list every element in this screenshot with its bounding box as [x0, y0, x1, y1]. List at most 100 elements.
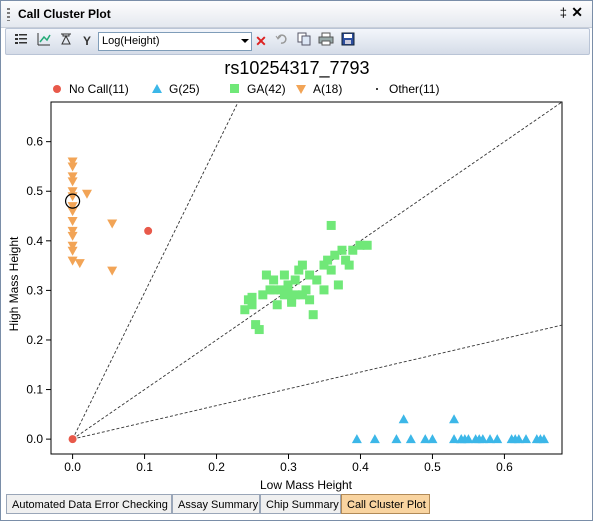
legend-item: No Call(11): [53, 82, 129, 96]
data-point: [326, 265, 336, 275]
data-point: [74, 259, 85, 269]
data-point: [301, 285, 311, 295]
y-axis-icon[interactable]: Y: [82, 34, 91, 48]
legend-label: G(25): [169, 82, 200, 96]
data-point: [247, 292, 257, 302]
legend-label: GA(42): [247, 82, 286, 96]
undo-icon[interactable]: [273, 32, 291, 50]
axis-ticks: 0.0 0.1 0.2 0.3 0.4 0.5 0.6 0.0 0.1 0.2 0.3 0.4 0.5 0…: [26, 135, 513, 474]
data-point: [323, 255, 333, 265]
data-point: [344, 260, 354, 270]
print-icon[interactable]: [317, 32, 335, 50]
x-tick-label: 0.6: [496, 460, 513, 474]
data-point: [297, 260, 307, 270]
chevron-down-icon[interactable]: [241, 39, 249, 43]
data-point: [67, 162, 78, 172]
drag-grip-icon[interactable]: [7, 8, 10, 21]
data-point: [279, 270, 289, 280]
data-point: [67, 241, 78, 251]
window-title: Call Cluster Plot: [18, 7, 111, 21]
data-point: [398, 414, 409, 424]
chart-edit-icon[interactable]: [35, 32, 53, 50]
data-point: [276, 285, 286, 295]
data-point: [348, 245, 358, 255]
data-point: [107, 266, 118, 276]
data-point: [290, 290, 300, 300]
data-point: [420, 434, 431, 444]
data-point: [297, 290, 307, 300]
data-point: [144, 226, 153, 235]
legend: No Call(11) G(25) GA(42) A(18) Other(11): [53, 82, 439, 96]
legend-item: A(18): [296, 82, 342, 96]
data-point: [535, 434, 546, 444]
tab-assay-summary[interactable]: Assay Summary: [172, 494, 260, 514]
data-point: [258, 290, 268, 300]
data-point: [269, 275, 279, 285]
data-point: [474, 434, 485, 444]
x-axis-label: Low Mass Height: [260, 478, 353, 492]
data-point: [287, 295, 297, 305]
data-point: [269, 285, 279, 295]
series-circle: [68, 226, 153, 444]
data-point: [240, 305, 250, 315]
y-tick-label: 0.4: [26, 234, 43, 248]
data-point: [341, 255, 351, 265]
data-point: [67, 226, 78, 236]
reference-line: [72, 102, 239, 440]
data-point: [391, 434, 402, 444]
scale-select[interactable]: Log(Height): [98, 32, 252, 51]
scale-select-value: Log(Height): [102, 35, 160, 47]
save-icon[interactable]: [339, 32, 357, 50]
data-point: [312, 275, 322, 285]
close-icon[interactable]: ✕: [571, 4, 583, 20]
series-square: [240, 220, 372, 335]
data-point: [67, 177, 78, 187]
data-point: [485, 434, 496, 444]
legend-marker: [53, 85, 61, 93]
x-tick-label: 0.2: [208, 460, 225, 474]
data-point: [67, 157, 78, 167]
x-tick-label: 0.5: [424, 460, 441, 474]
tab-automated-data-error-checking[interactable]: Automated Data Error Checking: [6, 494, 172, 514]
y-axis-label: High Mass Height: [7, 236, 21, 331]
pin-icon[interactable]: ‡: [559, 5, 567, 20]
y-tick-label: 0.6: [26, 135, 43, 149]
data-point: [251, 320, 261, 330]
y-tick-label: 0.5: [26, 184, 43, 198]
y-tick-label: 0.3: [26, 283, 43, 297]
data-point: [492, 434, 503, 444]
data-point: [81, 189, 92, 199]
data-point: [290, 275, 300, 285]
list-icon[interactable]: [12, 32, 30, 50]
data-point: [261, 270, 271, 280]
data-point: [247, 300, 257, 310]
copy-icon[interactable]: [295, 32, 313, 50]
data-point: [67, 246, 78, 256]
data-point: [67, 187, 78, 197]
y-tick-label: 0.2: [26, 333, 43, 347]
legend-label: Other(11): [389, 82, 439, 96]
tab-call-cluster-plot[interactable]: Call Cluster Plot: [341, 494, 430, 514]
plot-area[interactable]: 0.0 0.1 0.2 0.3 0.4 0.5 0.6 0.0 0.1 0.2 0.3 0.4 0.5 0…: [26, 101, 563, 474]
data-point: [67, 216, 78, 226]
data-point: [272, 300, 282, 310]
data-point: [283, 280, 293, 290]
tab-chip-summary[interactable]: Chip Summary: [260, 494, 341, 514]
legend-marker: [230, 84, 239, 93]
filter-icon[interactable]: [57, 32, 75, 50]
data-point: [107, 219, 118, 229]
legend-marker: [296, 85, 306, 94]
toolbar: Y Log(Height) ✕: [5, 28, 590, 55]
data-point: [67, 202, 78, 212]
data-point: [67, 207, 78, 217]
data-point: [449, 434, 460, 444]
data-point: [330, 250, 340, 260]
delete-icon[interactable]: ✕: [255, 33, 267, 49]
data-point: [337, 245, 347, 255]
x-tick-label: 0.4: [352, 460, 369, 474]
data-point: [67, 231, 78, 241]
legend-label: A(18): [313, 82, 342, 96]
data-point: [283, 287, 293, 297]
x-tick-label: 0.3: [280, 460, 297, 474]
title-bar: Call Cluster Plot ‡ ✕: [1, 1, 592, 28]
